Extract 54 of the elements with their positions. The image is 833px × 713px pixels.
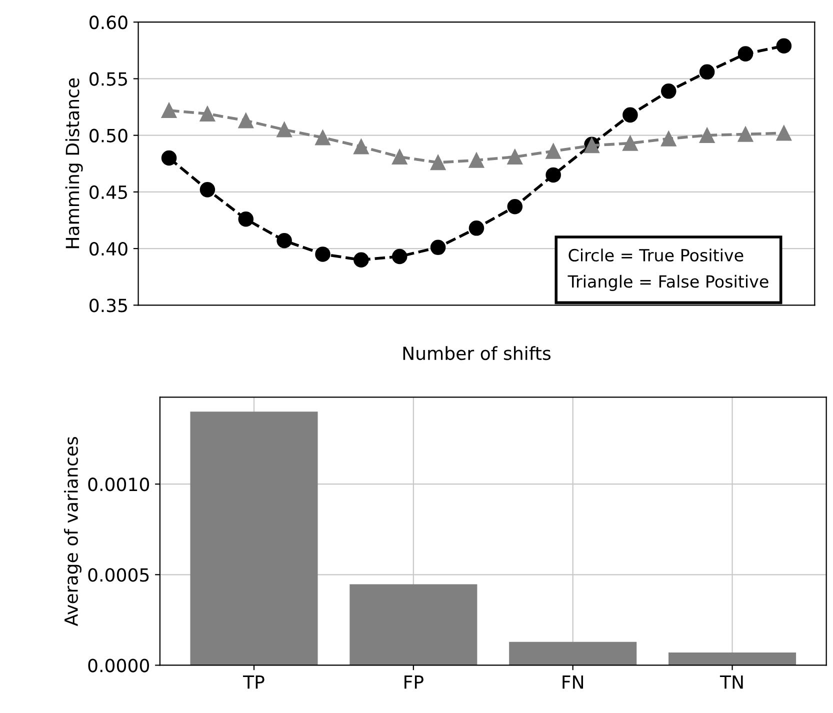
point [776,38,792,54]
y-tick-label: 0.55 [90,72,127,86]
y-tick-label: 0.0000 [88,658,150,672]
point [392,149,408,164]
point [430,154,446,170]
y-tick-label: 0.40 [90,242,128,256]
bar [190,412,318,666]
point [392,248,408,264]
point [200,106,216,122]
point [660,84,676,99]
point [161,102,177,118]
bar [668,652,796,666]
point [622,107,638,123]
point [468,152,484,168]
point [546,144,561,159]
annotation: Circle = True Positive [568,248,744,262]
y-tick-label: 0.60 [90,16,128,30]
point [238,211,254,227]
x-tick-label: FN [562,676,584,689]
point [276,122,292,138]
bar [509,642,637,666]
point [276,232,292,248]
bar [350,584,478,666]
point [507,199,523,214]
annotation: Triangle = False Positive [568,274,768,292]
point [699,64,715,80]
point [622,136,638,151]
point [738,46,754,62]
x-axis-title: Number of shifts [403,346,550,360]
point [430,240,446,256]
y-axis-title: Hamming Distance [65,78,83,248]
point [354,252,369,268]
y-tick-label: 0.50 [90,128,128,142]
y-tick-label: 0.45 [90,185,127,200]
point [238,112,254,128]
x-tick-label: TN [720,676,743,689]
x-tick-label: FP [404,676,424,689]
point [507,149,523,164]
x-tick-label: TP [242,676,264,689]
y-tick-label: 0.0005 [88,568,149,582]
y-tick-label: 0.0010 [88,478,150,492]
point [200,182,216,198]
point [738,126,754,142]
point [699,128,715,143]
point [315,130,330,146]
point [776,125,792,141]
point [161,150,177,166]
point [468,220,484,236]
y-axis-title: Average of variances [64,436,82,626]
y-tick-label: 0.35 [90,298,127,312]
point [546,167,561,183]
point [315,246,330,262]
point [354,139,369,154]
point [660,131,676,146]
